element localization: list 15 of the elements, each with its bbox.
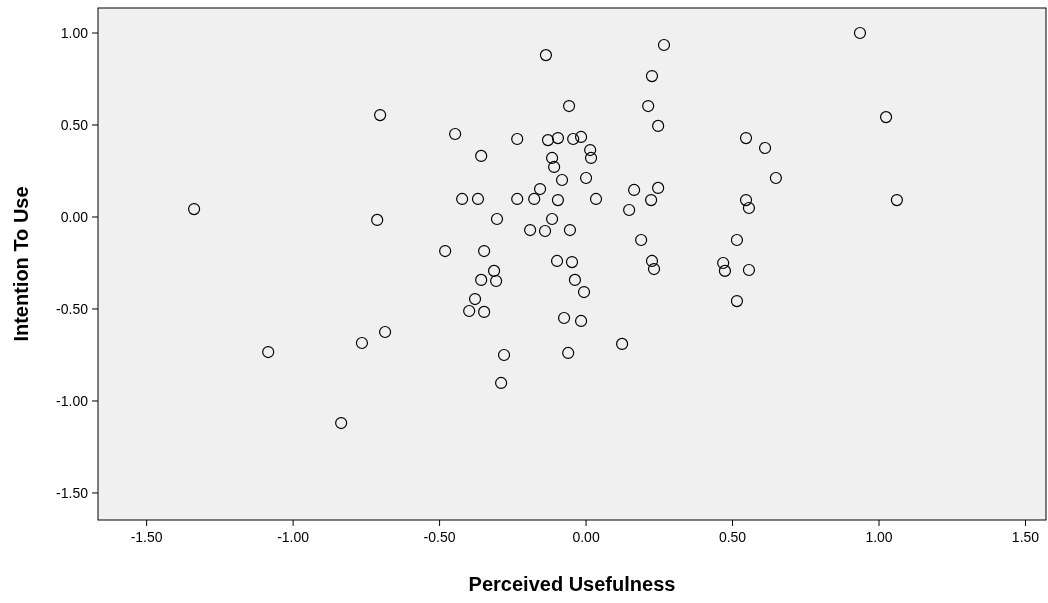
x-tick-label: -0.50 [423,529,456,545]
x-axis-title: Perceived Usefulness [468,573,676,595]
x-tick-label: 0.50 [718,529,747,545]
x-tick-label: -1.50 [130,529,163,545]
x-tick-label: 1.50 [1011,529,1040,545]
y-tick-label: -1.00 [56,392,89,409]
y-axis-title: Intention To Use [10,186,32,342]
x-tick-label: 1.00 [865,529,893,545]
y-tick-label: -0.50 [56,300,89,317]
y-tick-label: 0.00 [60,208,89,225]
y-tick-label: -1.50 [56,484,89,501]
y-tick-label: 1.00 [60,25,89,42]
y-tick-label: 0.50 [60,117,89,134]
x-tick-label: -1.00 [277,529,310,545]
x-tick-label: 0.00 [572,529,600,545]
